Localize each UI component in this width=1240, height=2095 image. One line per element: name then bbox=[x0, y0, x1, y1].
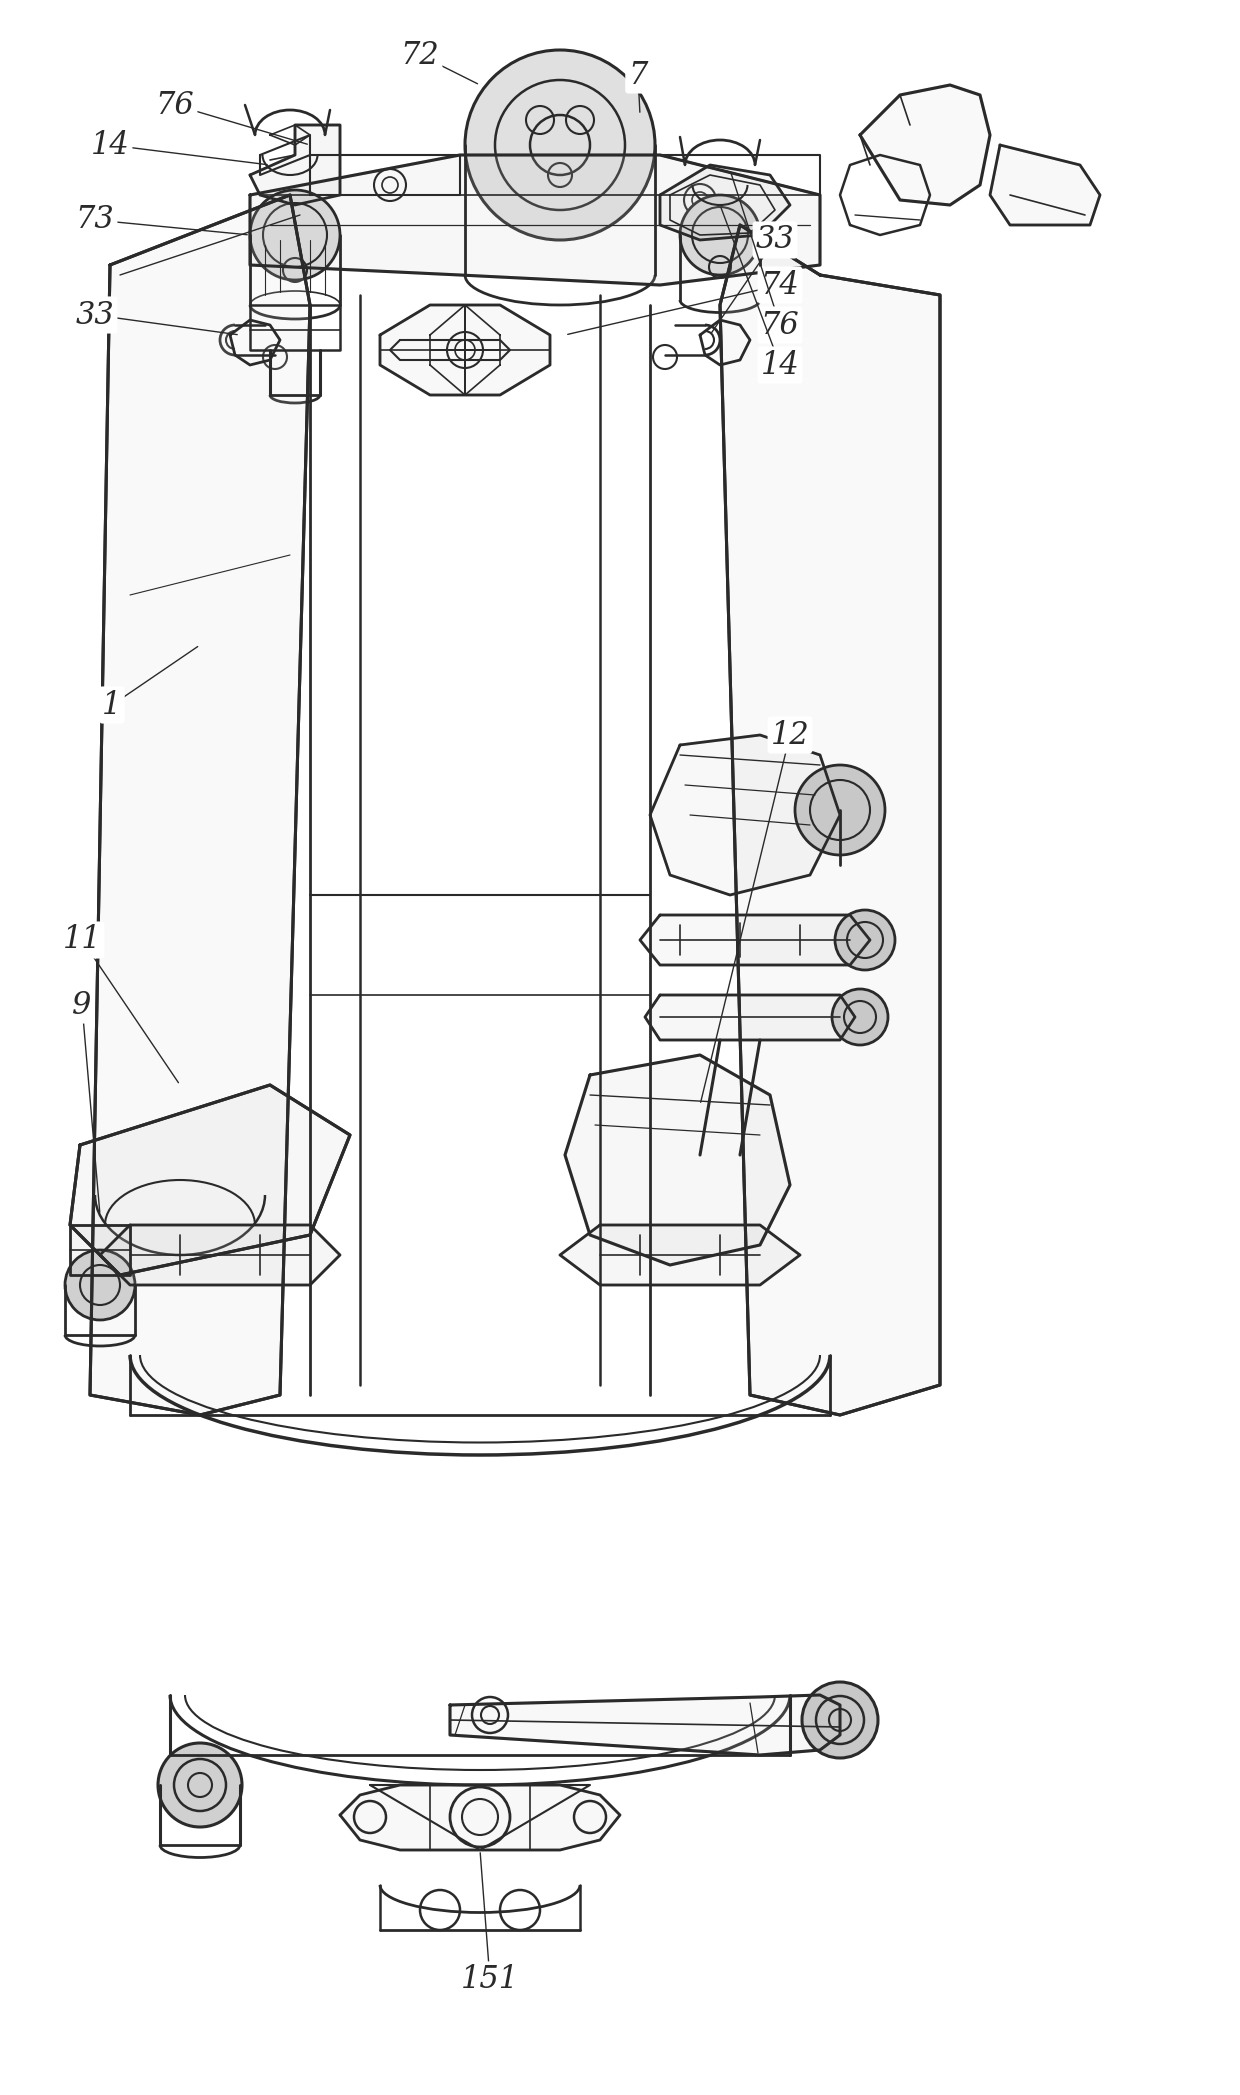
Circle shape bbox=[64, 1251, 135, 1320]
Polygon shape bbox=[250, 126, 340, 205]
Circle shape bbox=[465, 50, 655, 241]
Text: 151: 151 bbox=[461, 1965, 520, 1997]
Polygon shape bbox=[250, 155, 820, 285]
Polygon shape bbox=[560, 1226, 800, 1284]
Text: 12: 12 bbox=[770, 719, 810, 750]
Text: 72: 72 bbox=[401, 40, 439, 71]
Text: 1: 1 bbox=[103, 689, 122, 721]
Circle shape bbox=[680, 195, 760, 274]
Text: 33: 33 bbox=[755, 224, 795, 256]
Polygon shape bbox=[91, 195, 310, 1414]
Polygon shape bbox=[990, 145, 1100, 224]
Polygon shape bbox=[660, 166, 790, 241]
Polygon shape bbox=[640, 916, 870, 966]
Polygon shape bbox=[450, 1695, 839, 1756]
Text: 7: 7 bbox=[629, 59, 647, 90]
Text: 76: 76 bbox=[760, 310, 800, 341]
Text: 33: 33 bbox=[76, 300, 114, 331]
Polygon shape bbox=[645, 995, 856, 1039]
Polygon shape bbox=[650, 735, 839, 895]
Circle shape bbox=[157, 1743, 242, 1827]
Circle shape bbox=[832, 989, 888, 1045]
Polygon shape bbox=[379, 306, 551, 396]
Text: 73: 73 bbox=[76, 205, 114, 235]
Circle shape bbox=[835, 909, 895, 970]
Text: 76: 76 bbox=[156, 90, 195, 122]
Text: 9: 9 bbox=[72, 989, 92, 1020]
Circle shape bbox=[795, 765, 885, 855]
Polygon shape bbox=[565, 1056, 790, 1265]
Polygon shape bbox=[861, 86, 990, 205]
Polygon shape bbox=[69, 1226, 130, 1276]
Text: 14: 14 bbox=[760, 350, 800, 381]
Polygon shape bbox=[100, 1226, 340, 1284]
Polygon shape bbox=[720, 224, 940, 1414]
Text: 74: 74 bbox=[760, 270, 800, 300]
Circle shape bbox=[250, 191, 340, 281]
Polygon shape bbox=[340, 1785, 620, 1850]
Circle shape bbox=[802, 1682, 878, 1758]
Text: 14: 14 bbox=[91, 130, 129, 161]
Polygon shape bbox=[69, 1085, 350, 1276]
Text: 11: 11 bbox=[63, 924, 102, 955]
